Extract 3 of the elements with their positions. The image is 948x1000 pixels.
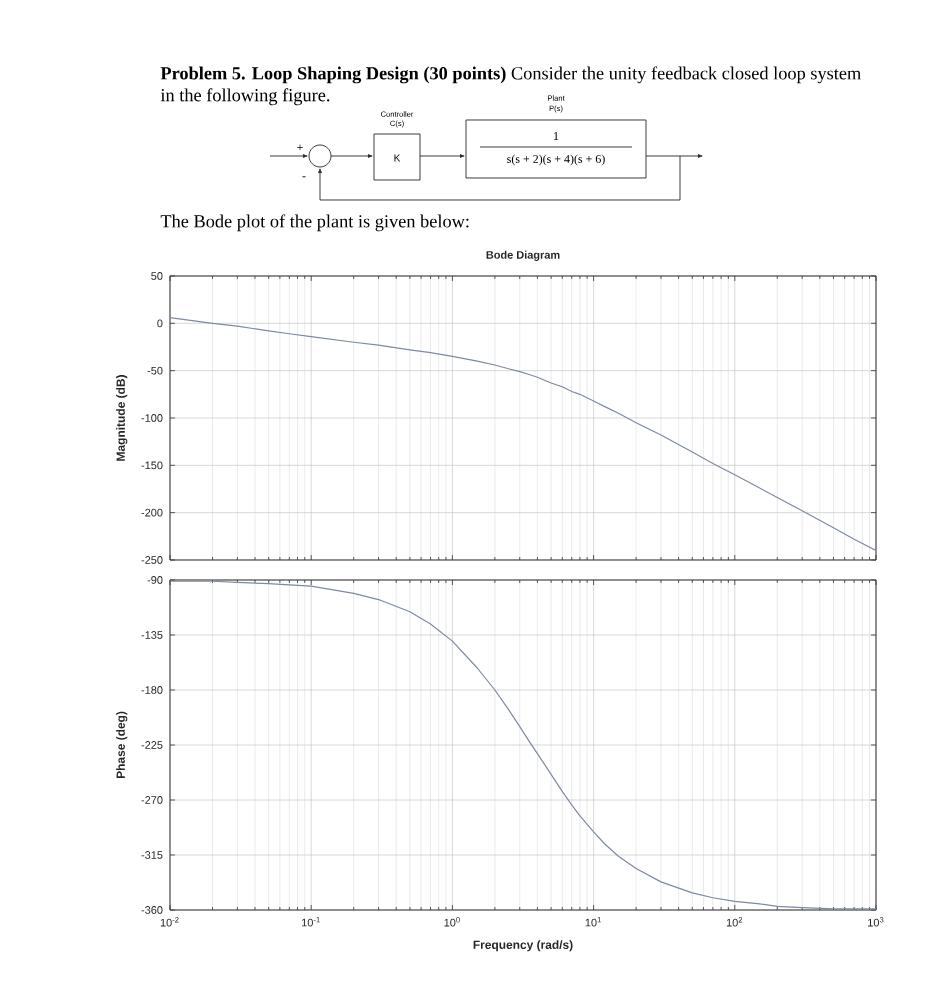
text: Problem 5. Loop Shaping Design (30 points) Consider the unity feedback closed loop system: [160, 66, 861, 84]
text: The Bode plot of the plant is given below:: [160, 214, 469, 232]
text: in the following figure.: [160, 88, 330, 106]
